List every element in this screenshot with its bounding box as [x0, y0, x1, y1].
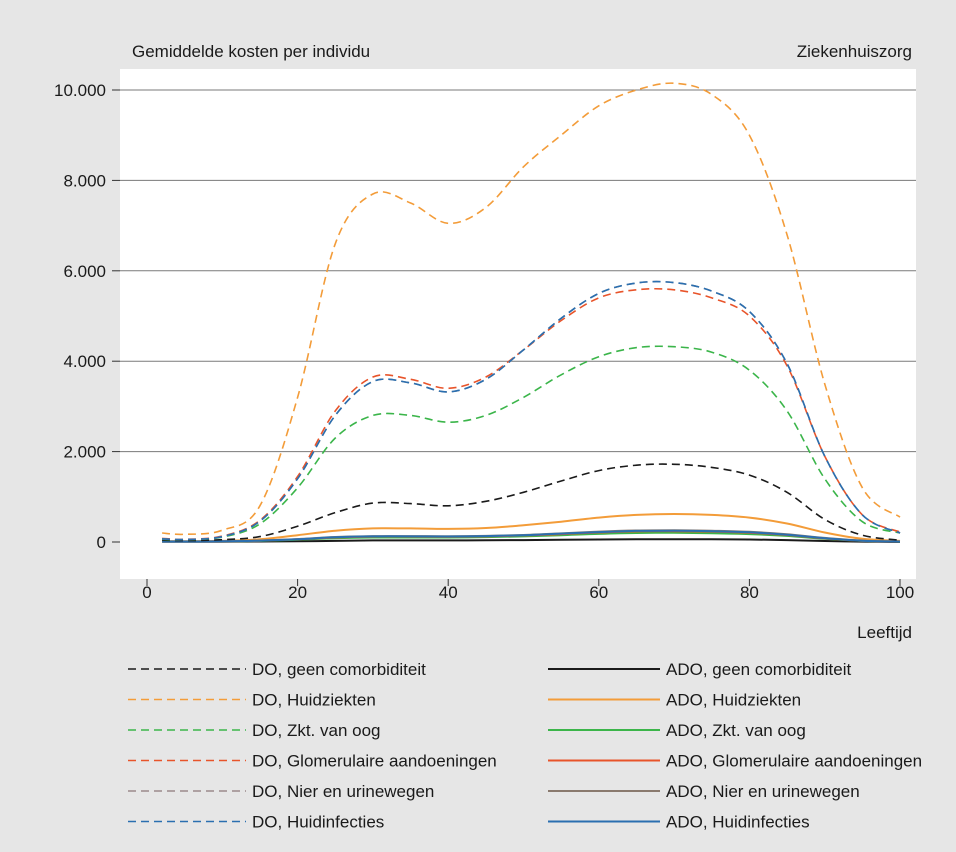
series-line-ado-11 [162, 529, 901, 543]
series-line-do-1 [162, 82, 901, 536]
x-tick-label: 20 [288, 583, 307, 602]
legend-label: ADO, Zkt. van oog [666, 721, 806, 740]
legend-label: ADO, Nier en urinewegen [666, 782, 860, 801]
x-tick-label: 0 [142, 583, 151, 602]
y-tick-label: 6.000 [63, 262, 106, 281]
legend: DO, geen comorbiditeit DO, Huidziekten DO,… [128, 660, 922, 832]
y-tick-label: 10.000 [54, 81, 106, 100]
x-tick-label: 80 [740, 583, 759, 602]
legend-label: DO, Glomerulaire aandoeningen [252, 752, 497, 771]
series-line-do-5 [162, 280, 901, 541]
legend-label: DO, Huidinfecties [252, 813, 384, 832]
series-line-do-2 [162, 345, 901, 541]
legend-label: DO, geen comorbiditeit [252, 660, 426, 679]
x-tick-label: 100 [886, 583, 914, 602]
x-tick-label: 60 [589, 583, 608, 602]
y-tick-label: 0 [97, 533, 106, 552]
x-axis-title: Leeftijd [857, 623, 912, 642]
y-tick-label: 8.000 [63, 171, 106, 190]
y-axis-title: Gemiddelde kosten per individu [132, 42, 370, 61]
grid-lines [120, 89, 916, 453]
legend-label: DO, Nier en urinewegen [252, 782, 434, 801]
legend-label: ADO, geen comorbiditeit [666, 660, 851, 679]
legend-label: ADO, Glomerulaire aandoeningen [666, 752, 922, 771]
legend-label: ADO, Huidziekten [666, 691, 801, 710]
x-tick-label: 40 [439, 583, 458, 602]
legend-label: ADO, Huidinfecties [666, 813, 810, 832]
y-axis: 0 2.000 4.000 6.000 8.000 10.000 [54, 81, 120, 552]
x-axis: 0 20 40 60 80 100 [142, 579, 914, 602]
legend-label: DO, Huidziekten [252, 691, 376, 710]
panel-label: Ziekenhuiszorg [797, 42, 912, 61]
series-line-ado-7 [162, 512, 901, 543]
y-tick-label: 4.000 [63, 352, 106, 371]
series-line-do-0 [162, 463, 901, 542]
series-lines [162, 82, 901, 543]
y-tick-label: 2.000 [63, 443, 106, 462]
plot-area [120, 69, 916, 579]
legend-label: DO, Zkt. van oog [252, 721, 381, 740]
